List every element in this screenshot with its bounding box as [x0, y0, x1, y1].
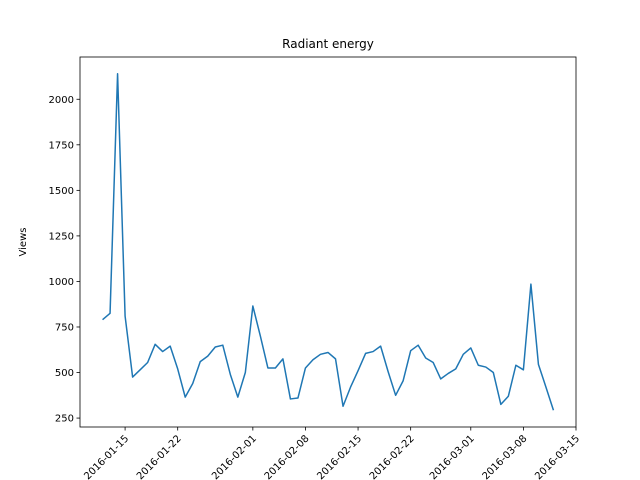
y-tick-label: 500: [55, 368, 74, 379]
y-tick-label: 1000: [49, 277, 74, 288]
x-tick-label: 2016-02-01: [210, 433, 259, 480]
y-tick-label: 1750: [49, 140, 74, 151]
x-tick-label: 2016-02-22: [368, 433, 417, 480]
y-tick-label: 1250: [49, 231, 74, 242]
y-axis-label: Views: [18, 228, 29, 257]
plot-frame: [79, 56, 577, 428]
x-tick-label: 2016-02-15: [315, 433, 364, 480]
x-tick-label: 2016-02-08: [263, 433, 312, 480]
y-tick-label: 1500: [49, 186, 74, 197]
data-line: [102, 73, 555, 411]
x-tick-label: 2016-01-22: [135, 433, 184, 480]
x-tick-label: 2016-03-08: [481, 433, 530, 480]
y-tick-label: 2000: [49, 95, 74, 106]
x-tick-label: 2016-03-01: [428, 433, 477, 480]
x-tick-label: 2016-03-15: [533, 433, 582, 480]
x-tick-label: 2016-01-15: [82, 433, 131, 480]
chart-title: Radiant energy: [282, 37, 374, 51]
y-tick-label: 750: [55, 322, 74, 333]
y-tick-label: 250: [55, 414, 74, 425]
